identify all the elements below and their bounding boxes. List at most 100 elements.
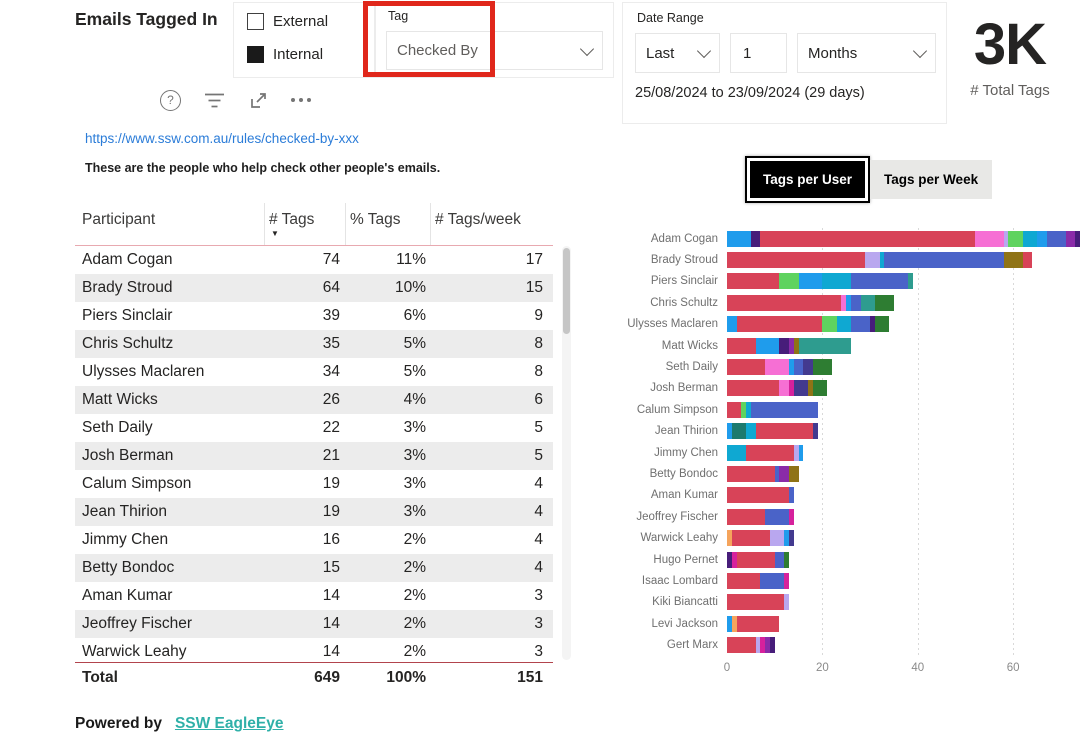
chart-bar-segment[interactable] — [760, 637, 766, 654]
chart-bar[interactable] — [727, 594, 789, 611]
chart-bar-segment[interactable] — [788, 465, 799, 482]
chart-bar-segment[interactable] — [765, 508, 789, 525]
table-row[interactable]: Jean Thirion 19 3% 4 — [75, 498, 553, 526]
chart-bar-segment[interactable] — [1065, 230, 1076, 247]
chart-bar-segment[interactable] — [1036, 230, 1047, 247]
chart-bar-segment[interactable] — [731, 551, 737, 568]
chart-bar-segment[interactable] — [727, 487, 789, 504]
chart-bar-segment[interactable] — [1003, 252, 1023, 269]
chart-bar-segment[interactable] — [851, 273, 909, 290]
table-row[interactable]: Brady Stroud 64 10% 15 — [75, 274, 553, 302]
chart-bar[interactable] — [727, 294, 894, 311]
table-scrollbar-thumb[interactable] — [563, 248, 570, 334]
chart-bar[interactable] — [727, 637, 775, 654]
chart-bar-segment[interactable] — [870, 316, 875, 333]
chart-bar[interactable] — [727, 359, 832, 376]
table-scrollbar[interactable] — [562, 246, 571, 660]
table-row[interactable]: Matt Wicks 26 4% 6 — [75, 386, 553, 414]
chart-bar-segment[interactable] — [812, 380, 828, 397]
chart-bar-segment[interactable] — [727, 444, 747, 461]
chart-bar-segment[interactable] — [879, 252, 885, 269]
eagleeye-link[interactable]: SSW EagleEye — [174, 715, 284, 732]
chart-bar-segment[interactable] — [769, 637, 775, 654]
chart-bar-segment[interactable] — [746, 401, 751, 418]
chart-bar-segment[interactable] — [746, 444, 794, 461]
focus-mode-icon[interactable] — [248, 90, 269, 111]
chart-bar-segment[interactable] — [765, 637, 770, 654]
legend-item-internal[interactable]: Internal — [247, 46, 323, 63]
chart-bar-segment[interactable] — [727, 273, 780, 290]
chart-bar-segment[interactable] — [908, 273, 913, 290]
chart-bar-segment[interactable] — [769, 530, 785, 547]
chart-bar-segment[interactable] — [975, 230, 1004, 247]
chart-bar-segment[interactable] — [822, 316, 837, 333]
chart-bar-segment[interactable] — [779, 380, 789, 397]
chart-bar-segment[interactable] — [788, 530, 794, 547]
chart-bar[interactable] — [727, 465, 799, 482]
column-header-pct-tags[interactable]: % Tags — [345, 203, 430, 245]
chart-bar-segment[interactable] — [1046, 230, 1066, 247]
chart-bar-segment[interactable] — [1075, 230, 1080, 247]
chart-bar-segment[interactable] — [846, 294, 851, 311]
chart-bar[interactable] — [727, 316, 890, 333]
chart-bar-segment[interactable] — [727, 230, 751, 247]
chart-bar-segment[interactable] — [841, 294, 847, 311]
column-header-tags[interactable]: # Tags — [264, 203, 345, 245]
chart-bar-segment[interactable] — [755, 637, 761, 654]
column-header-participant[interactable]: Participant — [82, 211, 156, 228]
chart-bar-segment[interactable] — [727, 508, 766, 525]
chart-bar-segment[interactable] — [1003, 230, 1009, 247]
date-mode-dropdown[interactable]: Last — [635, 33, 720, 73]
chart-bar-segment[interactable] — [789, 508, 794, 525]
chart-bar-segment[interactable] — [774, 465, 780, 482]
chart-bar[interactable] — [727, 380, 828, 397]
table-row[interactable]: Chris Schultz 35 5% 8 — [75, 330, 553, 358]
chart-bar-segment[interactable] — [874, 316, 890, 333]
chart-bar-segment[interactable] — [836, 316, 851, 333]
chart-bar[interactable] — [727, 444, 804, 461]
chart-bar-segment[interactable] — [746, 423, 756, 440]
table-row[interactable]: Piers Sinclair 39 6% 9 — [75, 302, 553, 330]
chart-bar[interactable] — [727, 337, 851, 354]
chart-bar-segment[interactable] — [793, 380, 809, 397]
chart-bar-segment[interactable] — [727, 401, 742, 418]
chart-bar-segment[interactable] — [793, 444, 799, 461]
chart-bar-segment[interactable] — [727, 359, 766, 376]
sort-descending-icon[interactable]: ▼ — [271, 229, 279, 238]
chart-bar-segment[interactable] — [789, 359, 794, 376]
table-row[interactable]: Calum Simpson 19 3% 4 — [75, 470, 553, 498]
column-header-tags-week[interactable]: # Tags/week — [430, 203, 553, 245]
chart-bar-segment[interactable] — [812, 423, 818, 440]
table-row[interactable]: Betty Bondoc 15 2% 4 — [75, 554, 553, 582]
chart-bar[interactable] — [727, 551, 789, 568]
legend-item-external[interactable]: External — [247, 13, 328, 30]
chart-bar[interactable] — [727, 273, 913, 290]
chart-bar-segment[interactable] — [793, 337, 799, 354]
chart-bar-segment[interactable] — [727, 337, 756, 354]
chart-bar-segment[interactable] — [784, 594, 789, 611]
chart-bar-segment[interactable] — [760, 230, 976, 247]
chart-bar-segment[interactable] — [860, 294, 875, 311]
chart-bar-segment[interactable] — [779, 465, 789, 482]
chart-bar[interactable] — [727, 401, 818, 418]
chart-bar-segment[interactable] — [727, 637, 756, 654]
more-options-icon[interactable] — [291, 98, 311, 102]
chart-bar-segment[interactable] — [808, 380, 813, 397]
chart-bar-segment[interactable] — [760, 572, 785, 589]
chart-bar[interactable] — [727, 487, 794, 504]
date-unit-dropdown[interactable]: Months — [797, 33, 936, 73]
chart-bar[interactable] — [727, 423, 818, 440]
table-row[interactable]: Warwick Leahy 14 2% 3 — [75, 638, 553, 662]
chart-bar-segment[interactable] — [727, 316, 737, 333]
chart-bar[interactable] — [727, 508, 794, 525]
chart-bar-segment[interactable] — [1022, 230, 1037, 247]
chart-bar-segment[interactable] — [750, 401, 818, 418]
help-icon[interactable]: ? — [160, 89, 181, 111]
table-row[interactable]: Josh Berman 21 3% 5 — [75, 442, 553, 470]
chart-bar-segment[interactable] — [798, 444, 804, 461]
chart-bar-segment[interactable] — [736, 316, 823, 333]
table-row[interactable]: Jeoffrey Fischer 14 2% 3 — [75, 610, 553, 638]
chart-bar-segment[interactable] — [788, 337, 794, 354]
internal-checkbox[interactable] — [247, 46, 264, 63]
chart-bar-segment[interactable] — [727, 423, 732, 440]
